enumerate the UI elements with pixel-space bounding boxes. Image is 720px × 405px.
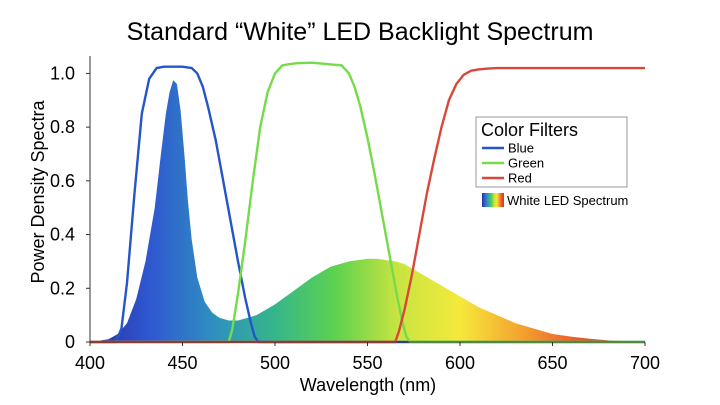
legend-box	[475, 116, 628, 188]
legend-label-blue: Blue	[508, 141, 534, 156]
plot-area	[90, 61, 645, 344]
x-tick-label: 700	[630, 353, 660, 373]
legend-label-spectrum: White LED Spectrum	[507, 193, 628, 208]
legend-title: Color Filters	[481, 120, 578, 140]
x-tick-label: 450	[167, 353, 197, 373]
x-axis-label: Wavelength (nm)	[300, 375, 436, 395]
axes: 400 450 500 550 600 650 700 0 0.2 0.4 0.6 0.8 1.0	[50, 56, 660, 373]
y-tick-label: 0.4	[50, 225, 75, 245]
y-tick-label: 0.8	[50, 117, 75, 137]
series-area-white-led-spectrum	[90, 80, 645, 342]
y-tick-label: 1.0	[50, 63, 75, 83]
series-line-green	[90, 61, 645, 344]
x-tick-label: 500	[260, 353, 290, 373]
y-tick-label: 0.6	[50, 171, 75, 191]
legend-label-red: Red	[508, 171, 532, 186]
y-tick-label: 0	[65, 332, 75, 352]
chart-title: Standard “White” LED Backlight Spectrum	[127, 18, 594, 46]
legend-swatch-spectrum	[482, 193, 504, 207]
legend-label-green: Green	[508, 156, 544, 171]
series-line-red	[90, 66, 645, 344]
y-axis-label: Power Density Spectra	[28, 99, 48, 283]
series-line-blue	[90, 65, 645, 344]
x-tick-label: 400	[75, 353, 105, 373]
y-tick-label: 0.2	[50, 278, 75, 298]
x-tick-label: 650	[537, 353, 567, 373]
x-tick-label: 550	[352, 353, 382, 373]
x-tick-label: 600	[445, 353, 475, 373]
